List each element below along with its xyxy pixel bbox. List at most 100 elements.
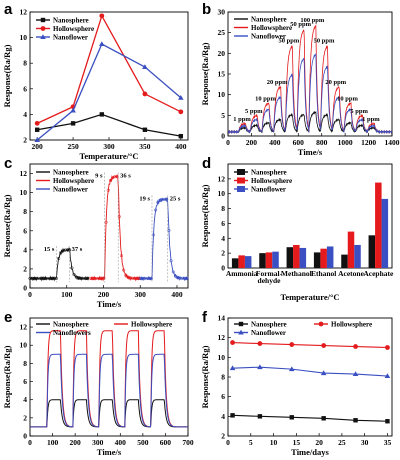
data-point (320, 370, 327, 376)
y-tick-label: 4 (23, 110, 27, 119)
data-point (100, 276, 104, 281)
y-tick-label: 10 (20, 188, 28, 197)
legend-entry: Hollowsphere (251, 24, 292, 32)
panel-label: b (202, 1, 211, 18)
bar (368, 235, 376, 268)
y-tick-label: 10 (20, 33, 28, 42)
concentration-label: 50 ppm (290, 21, 311, 28)
x-tick-label: 200 (32, 142, 44, 151)
x-tick-label: 300 (135, 290, 147, 299)
x-tick-label: 100 (47, 438, 59, 447)
data-point (352, 371, 359, 377)
concentration-label: 1 ppm (233, 116, 251, 123)
y-tick-label: 12 (20, 8, 28, 17)
y-tick-label: 4 (23, 245, 27, 254)
series-line (232, 366, 388, 377)
bar (375, 182, 382, 268)
series-line (30, 330, 188, 428)
category-label: Acephate (363, 269, 394, 278)
concentration-label: 50 ppm (279, 38, 300, 45)
data-point (113, 175, 117, 179)
y-tick-label: 20 (218, 49, 226, 58)
y-tick-label: 5 (221, 111, 225, 120)
y-tick-label: 15 (218, 70, 226, 79)
legend-entry: Nanoflower (251, 186, 286, 194)
data-point (37, 276, 41, 281)
data-point (63, 248, 67, 252)
data-point (135, 276, 139, 280)
y-tick-label: 6 (221, 219, 225, 228)
data-point (85, 276, 89, 281)
x-tick-label: 35 (384, 438, 392, 447)
bar (272, 251, 279, 268)
data-point (385, 419, 390, 424)
data-point (40, 26, 46, 31)
legend-entry: Hollowsphere (331, 321, 372, 329)
x-axis-label: Temperature/°C (280, 292, 339, 302)
category-label: Acetone (338, 269, 364, 278)
y-axis-label: Response(Ra/Rg) (200, 42, 210, 105)
data-point (169, 259, 173, 263)
x-tick-label: 350 (139, 142, 151, 151)
y-tick-label: 12 (218, 174, 226, 183)
bar (299, 247, 307, 268)
x-tick-label: 25 (338, 438, 346, 447)
x-tick-label: 300 (103, 142, 115, 151)
y-tick-label: 4 (221, 412, 225, 421)
x-axis-label: Time/days (291, 447, 329, 457)
category-label: Methanol (281, 269, 312, 278)
data-point (95, 276, 99, 281)
y-tick-label: 0 (23, 284, 27, 293)
data-point (97, 276, 101, 281)
data-point (50, 276, 54, 281)
bar (286, 247, 294, 268)
data-point (70, 266, 74, 270)
data-point (81, 276, 85, 280)
series-line (228, 52, 392, 135)
x-tick-label: 20 (315, 438, 323, 447)
data-point (119, 254, 124, 258)
y-tick-label: 0 (221, 132, 225, 141)
data-point (138, 276, 142, 281)
x-tick-label: 200 (98, 290, 110, 299)
y-tick-label: 8 (23, 59, 27, 68)
panel-label: f (202, 309, 208, 326)
y-tick-label: 2 (23, 136, 27, 145)
data-point (59, 250, 63, 254)
data-point (149, 276, 153, 281)
x-tick-label: 300 (92, 438, 104, 447)
y-axis-label: Response(Ra/Rg) (2, 194, 12, 257)
data-point (147, 276, 151, 281)
legend-entry: Nanoflower (53, 34, 88, 42)
data-point (99, 13, 105, 19)
y-tick-label: 2 (221, 432, 225, 441)
panel-label: d (202, 155, 211, 172)
x-tick-label: 1400 (385, 138, 400, 147)
data-point (70, 107, 76, 113)
data-point (79, 276, 83, 280)
legend-entry: Nanosphere (251, 169, 287, 177)
category-label: dehyde (258, 276, 282, 285)
y-tick-label: 0 (23, 432, 27, 441)
bar (259, 253, 266, 268)
data-point (72, 273, 76, 277)
legend-box (237, 186, 245, 192)
legend-entry: Nanoflower (53, 186, 88, 194)
concentration-label: 5 ppm (350, 108, 368, 115)
series-line (232, 414, 388, 422)
series-line (139, 196, 189, 282)
data-point (176, 276, 180, 280)
bar (231, 258, 239, 268)
response-time-label: 19 s (139, 195, 150, 202)
data-point (321, 416, 326, 421)
data-point (130, 276, 135, 280)
y-tick-label: 10 (218, 90, 226, 99)
data-point (34, 127, 40, 132)
data-point (57, 256, 61, 261)
panel-label: e (4, 309, 12, 326)
data-point (230, 340, 235, 345)
legend-entry: Hollowsphere (53, 177, 94, 185)
category-label: Ammonia (226, 269, 258, 278)
data-point (46, 276, 50, 281)
